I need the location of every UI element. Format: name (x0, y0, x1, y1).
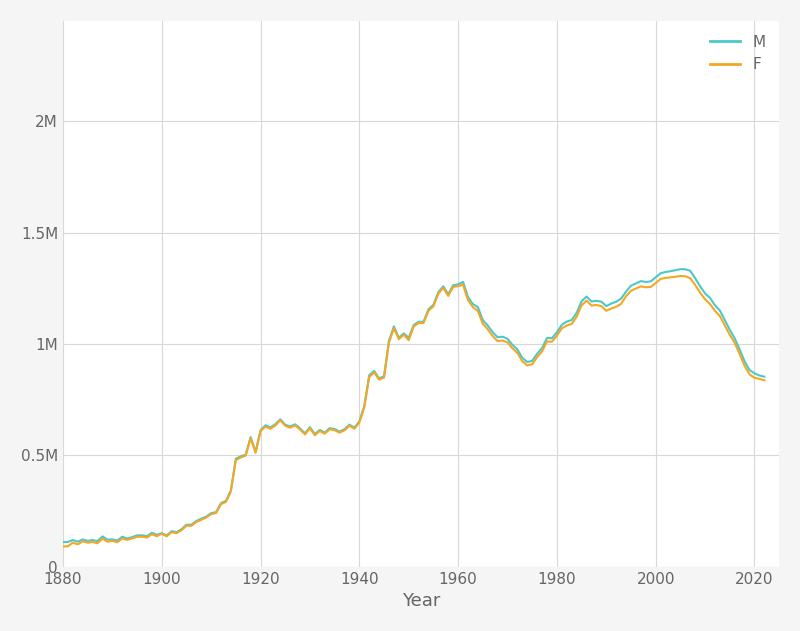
M (345, 421, 354, 428)
Legend: M, F: M, F (703, 28, 771, 78)
M (241, 451, 250, 459)
Line: M: M (63, 269, 764, 542)
F (345, 422, 354, 430)
M (118, 533, 127, 541)
M (58, 538, 68, 546)
F (759, 377, 769, 384)
F (118, 534, 127, 542)
M (370, 367, 379, 375)
M (759, 373, 769, 380)
F (58, 543, 68, 550)
F (675, 272, 685, 280)
Line: F: F (63, 276, 764, 546)
M (675, 266, 685, 273)
F (241, 452, 250, 459)
F (83, 539, 93, 546)
F (295, 426, 305, 433)
X-axis label: Year: Year (402, 592, 440, 610)
M (295, 425, 305, 432)
F (370, 369, 379, 376)
M (83, 537, 93, 545)
